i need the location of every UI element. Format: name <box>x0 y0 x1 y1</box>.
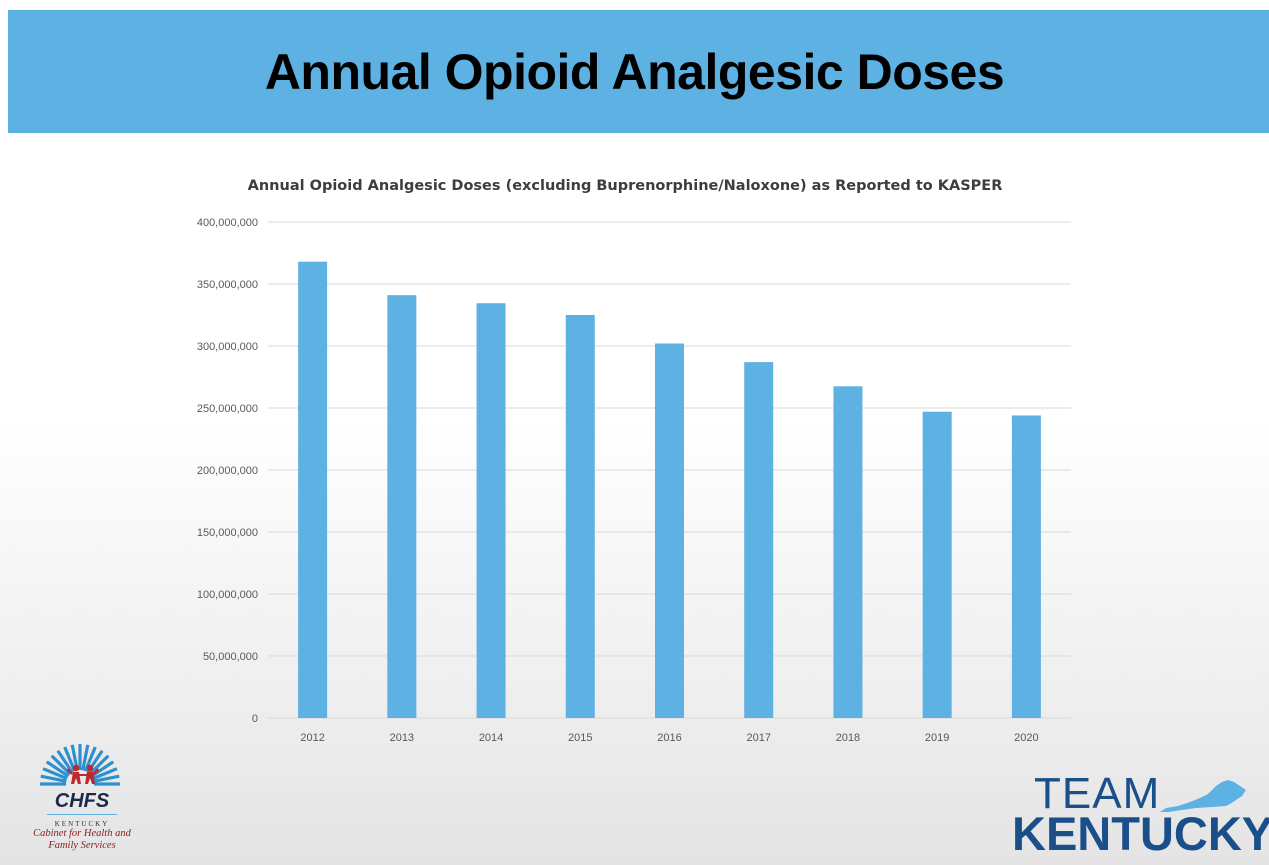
bar-2012 <box>298 262 327 718</box>
bar-2014 <box>477 303 506 718</box>
y-tick-label: 300,000,000 <box>197 341 258 353</box>
chfs-name-line1: Cabinet for Health and <box>20 828 144 840</box>
x-tick-label: 2020 <box>1014 732 1038 744</box>
chfs-state: KENTUCKY <box>20 820 144 828</box>
bar-2015 <box>566 315 595 718</box>
x-tick-label: 2017 <box>746 732 770 744</box>
chfs-divider <box>47 814 117 815</box>
x-tick-label: 2019 <box>925 732 949 744</box>
y-tick-label: 50,000,000 <box>203 651 258 663</box>
y-tick-label: 250,000,000 <box>197 403 258 415</box>
y-tick-label: 100,000,000 <box>197 589 258 601</box>
chfs-abbr: CHFS <box>20 790 144 812</box>
x-tick-label: 2013 <box>390 732 414 744</box>
bar-2013 <box>387 295 416 718</box>
x-tick-label: 2018 <box>836 732 860 744</box>
x-tick-label: 2015 <box>568 732 592 744</box>
x-tick-label: 2012 <box>300 732 324 744</box>
team-kentucky-line2: KENTUCKY <box>1012 810 1269 858</box>
x-tick-label: 2016 <box>657 732 681 744</box>
chfs-text: CHFS KENTUCKY Cabinet for Health and Fam… <box>20 790 144 852</box>
bar-2020 <box>1012 415 1041 718</box>
y-tick-label: 0 <box>252 713 258 725</box>
bar-2016 <box>655 344 684 718</box>
bar-2018 <box>833 386 862 718</box>
y-tick-label: 150,000,000 <box>197 527 258 539</box>
chfs-name-line2: Family Services <box>20 840 144 852</box>
y-tick-label: 400,000,000 <box>197 217 258 229</box>
y-tick-label: 350,000,000 <box>197 279 258 291</box>
x-tick-label: 2014 <box>479 732 503 744</box>
y-tick-label: 200,000,000 <box>197 465 258 477</box>
bar-2017 <box>744 362 773 718</box>
team-kentucky-logo: TEAM KENTUCKY <box>1010 770 1260 865</box>
bar-2019 <box>923 412 952 718</box>
